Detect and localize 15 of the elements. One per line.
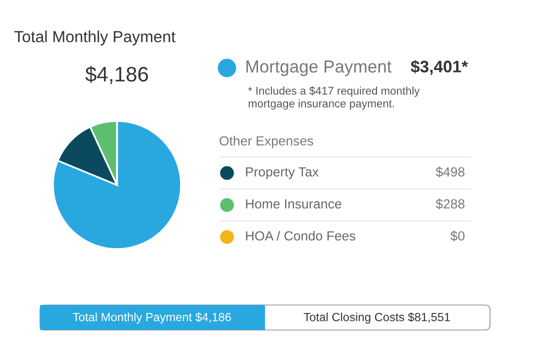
pie-slice	[52, 120, 182, 250]
text: * Includes a $417 required monthly mortgage insurance payment.	[248, 86, 420, 110]
text: Total Closing Costs $81,551	[304, 312, 450, 324]
data-label: $288	[436, 198, 464, 210]
legend-label: Property Tax	[246, 167, 319, 180]
legend-label: Home Insurance	[246, 199, 342, 209]
text: $0	[450, 230, 464, 242]
data-label: $3,401*	[410, 60, 468, 75]
chart-title: Total Monthly Payment	[14, 30, 176, 46]
legend-label: HOA / Condo Fees	[246, 230, 356, 241]
text: Total Monthly Payment $4,186	[72, 312, 231, 324]
legend-label: Mortgage Payment	[246, 60, 392, 76]
text: Other Expenses	[220, 136, 314, 148]
data-label: $498	[436, 166, 464, 178]
text: $4,186	[85, 66, 148, 84]
